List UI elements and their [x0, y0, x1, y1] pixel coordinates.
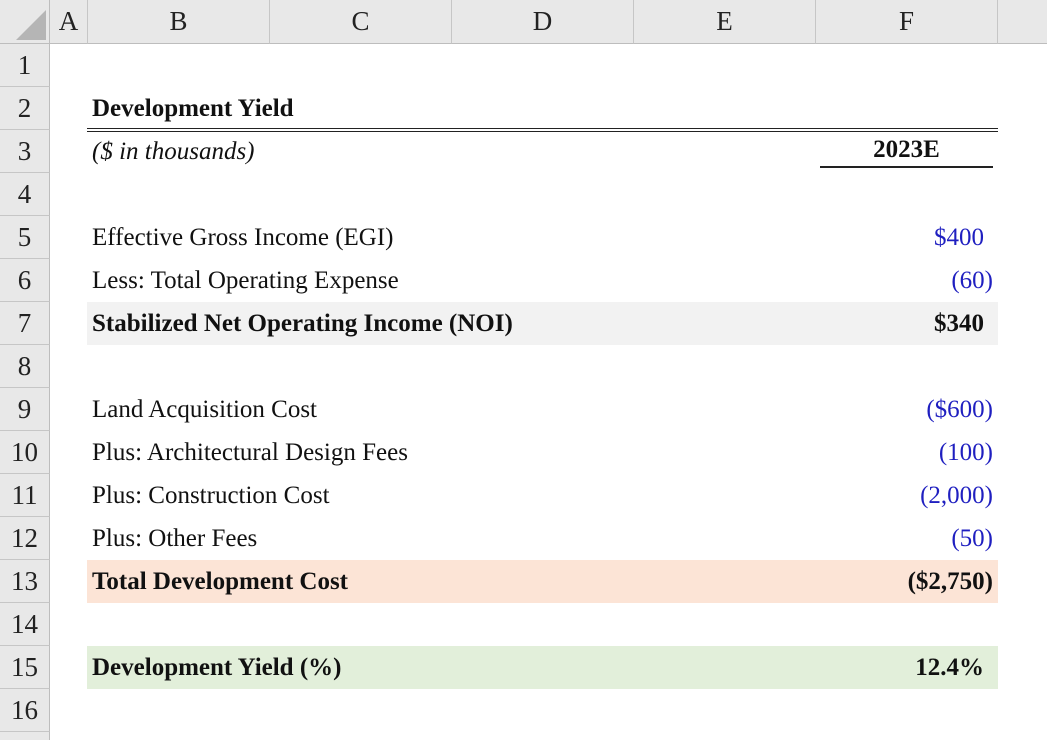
column-header-d[interactable]: D — [452, 0, 634, 44]
row-header-14[interactable]: 14 — [0, 603, 50, 646]
row-header-13[interactable]: 13 — [0, 560, 50, 603]
other-fees-value[interactable]: (50) — [951, 525, 993, 552]
yield-label[interactable]: Development Yield (%) — [92, 654, 342, 681]
row-header-1[interactable]: 1 — [0, 44, 50, 87]
column-header-a[interactable]: A — [50, 0, 88, 44]
row-header-16[interactable]: 16 — [0, 689, 50, 732]
total-cost-row-fill — [87, 560, 998, 603]
column-header-f[interactable]: F — [816, 0, 998, 44]
noi-label[interactable]: Stabilized Net Operating Income (NOI) — [92, 310, 513, 337]
row-header-11[interactable]: 11 — [0, 474, 50, 517]
construction-cost-label[interactable]: Plus: Construction Cost — [92, 482, 330, 509]
land-cost-value[interactable]: ($600) — [926, 396, 993, 423]
row-header-5[interactable]: 5 — [0, 216, 50, 259]
yield-row-fill — [87, 646, 998, 689]
row-header-6[interactable]: 6 — [0, 259, 50, 302]
arch-fees-value[interactable]: (100) — [938, 439, 993, 466]
other-fees-label[interactable]: Plus: Other Fees — [92, 525, 258, 552]
row-header-12[interactable]: 12 — [0, 517, 50, 560]
select-all-triangle-icon — [16, 10, 46, 40]
row-header-4[interactable]: 4 — [0, 173, 50, 216]
year-header[interactable]: 2023E — [873, 136, 940, 163]
row-header-3[interactable]: 3 — [0, 130, 50, 173]
column-header-c[interactable]: C — [270, 0, 452, 44]
total-cost-label[interactable]: Total Development Cost — [92, 568, 349, 595]
sheet-title[interactable]: Development Yield — [92, 95, 294, 122]
row-header-7[interactable]: 7 — [0, 302, 50, 345]
egi-value[interactable]: $400 — [934, 224, 984, 251]
construction-cost-value[interactable]: (2,000) — [920, 482, 993, 509]
year-header-underline — [820, 166, 993, 168]
column-header-b[interactable]: B — [88, 0, 270, 44]
row-header-2[interactable]: 2 — [0, 87, 50, 130]
total-cost-value[interactable]: ($2,750) — [907, 568, 993, 595]
noi-row-fill — [87, 302, 998, 345]
row-header-8[interactable]: 8 — [0, 345, 50, 388]
column-header-e[interactable]: E — [634, 0, 816, 44]
egi-label[interactable]: Effective Gross Income (EGI) — [92, 224, 394, 251]
row-header-17-partial[interactable] — [0, 732, 50, 740]
row-header-15[interactable]: 15 — [0, 646, 50, 689]
row-header-9[interactable]: 9 — [0, 388, 50, 431]
opex-label[interactable]: Less: Total Operating Expense — [92, 267, 399, 294]
land-cost-label[interactable]: Land Acquisition Cost — [92, 396, 317, 423]
row-header-10[interactable]: 10 — [0, 431, 50, 474]
noi-value[interactable]: $340 — [934, 310, 984, 337]
select-all-corner[interactable] — [0, 0, 50, 44]
title-double-underline-bottom — [87, 131, 998, 132]
arch-fees-label[interactable]: Plus: Architectural Design Fees — [92, 439, 408, 466]
opex-value[interactable]: (60) — [951, 267, 993, 294]
yield-value[interactable]: 12.4% — [915, 654, 984, 681]
title-double-underline-top — [87, 128, 998, 129]
units-label[interactable]: ($ in thousands) — [92, 138, 255, 165]
column-header-g-partial[interactable] — [998, 0, 1047, 44]
